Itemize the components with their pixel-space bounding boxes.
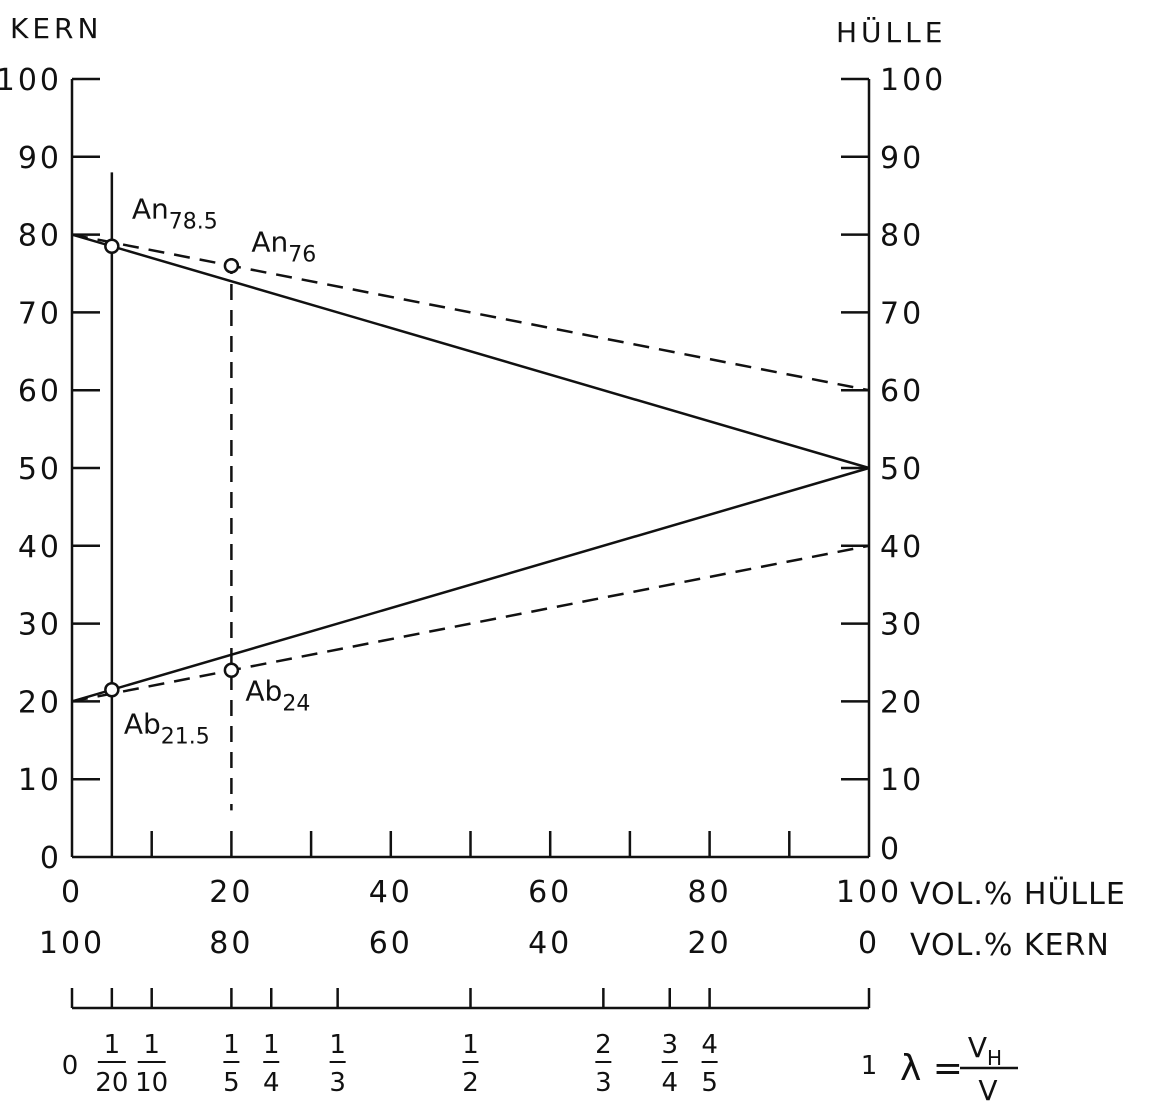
y-tick-label-left: 0 [40, 841, 62, 876]
series-line-3 [71, 233, 870, 392]
lambda-tick-denominator: 5 [701, 1068, 718, 1098]
lambda-tick-numerator: 1 [263, 1030, 280, 1060]
lambda-tick-denominator: 3 [595, 1068, 612, 1098]
x-tick-label-hulle: 20 [209, 875, 253, 910]
lambda-tick-numerator: 1 [329, 1030, 346, 1060]
y-tick-label-right: 60 [880, 374, 924, 409]
y-tick-label-left: 60 [18, 374, 62, 409]
lambda-tick-numerator: 1 [223, 1030, 240, 1060]
data-points: An78.5 An76 Ab21.5 Ab24 [104, 192, 316, 750]
y-tick-label-left: 20 [18, 685, 62, 720]
series-line-4 [71, 544, 870, 703]
data-point-label: Ab21.5 [124, 708, 210, 750]
data-point-label: An78.5 [132, 192, 218, 234]
lambda-tick-numerator: 3 [661, 1030, 678, 1060]
data-point-label: An76 [251, 226, 316, 268]
lambda-tick-denominator: 5 [223, 1068, 240, 1098]
series-line-1 [71, 233, 870, 470]
lambda-numerator: VH [968, 1031, 1002, 1070]
series-line-2 [71, 466, 870, 703]
title-left: KERN [10, 12, 102, 45]
y-tick-label-right: 10 [880, 763, 924, 798]
y-tick-label-left: 80 [18, 219, 62, 254]
x-tick-label-hulle: 60 [528, 875, 572, 910]
x-tick-label-kern: 80 [209, 926, 253, 961]
x-tick-label-kern: 0 [858, 926, 880, 961]
data-point-an-78.5 [104, 238, 120, 255]
y-tick-label-right: 0 [880, 832, 902, 867]
x-tick-label-kern: 20 [688, 926, 732, 961]
y-tick-label-right: 90 [880, 141, 924, 176]
data-point-an-76 [223, 257, 240, 274]
x-tick-label-kern: 60 [369, 926, 413, 961]
data-point-ab-24 [223, 662, 240, 679]
lambda-tick-denominator: 20 [95, 1068, 128, 1098]
lambda-tick-denominator: 2 [462, 1068, 479, 1098]
x-tick-label-hulle: 80 [688, 875, 732, 910]
y-tick-label-left: 90 [18, 141, 62, 176]
x-axis-label-hulle: VOL.% HÜLLE [910, 876, 1126, 912]
lambda-tick-numerator: 2 [595, 1030, 612, 1060]
x-axis-label-kern: VOL.% KERN [910, 928, 1110, 963]
x-tick-label-kern: 40 [528, 926, 572, 961]
title-right: HÜLLE [836, 15, 946, 49]
x-tick-label-hulle: 40 [369, 875, 413, 910]
y-tick-label-right: 70 [880, 296, 924, 331]
data-point-ab-21.5 [104, 681, 120, 698]
lambda-symbol: λ = [900, 1048, 963, 1089]
y-tick-label-left: 40 [18, 530, 62, 565]
lambda-tick-label: 1 [861, 1051, 878, 1081]
y-tick-label-right: 40 [880, 530, 924, 565]
lambda-tick-denominator: 3 [329, 1068, 346, 1098]
lambda-tick-numerator: 4 [701, 1030, 718, 1060]
y-tick-label-left: 10 [18, 763, 62, 798]
lambda-tick-denominator: 10 [135, 1068, 168, 1098]
lambda-denominator: V [978, 1074, 997, 1107]
lambda-tick-numerator: 1 [462, 1030, 479, 1060]
lambda-tick-numerator: 1 [104, 1030, 121, 1060]
y-tick-label-left: 50 [18, 452, 62, 487]
y-tick-label-right: 50 [880, 452, 924, 487]
series-lines [71, 172, 870, 857]
y-tick-label-left: 100 [0, 63, 62, 98]
y-tick-label-left: 30 [18, 608, 62, 643]
lambda-tick-denominator: 4 [263, 1068, 280, 1098]
y-tick-label-right: 80 [880, 219, 924, 254]
y-tick-label-left: 70 [18, 296, 62, 331]
y-tick-label-right: 30 [880, 608, 924, 643]
y-tick-label-right: 100 [880, 63, 946, 98]
data-point-label: Ab24 [245, 674, 310, 716]
lambda-tick-denominator: 4 [661, 1068, 678, 1098]
y-tick-label-right: 20 [880, 685, 924, 720]
x-tick-label-hulle: 0 [61, 875, 83, 910]
lambda-tick-numerator: 1 [143, 1030, 160, 1060]
x-tick-label-hulle: 100 [836, 875, 902, 910]
x-tick-label-kern: 100 [39, 926, 105, 961]
lambda-tick-label: 0 [62, 1051, 79, 1081]
